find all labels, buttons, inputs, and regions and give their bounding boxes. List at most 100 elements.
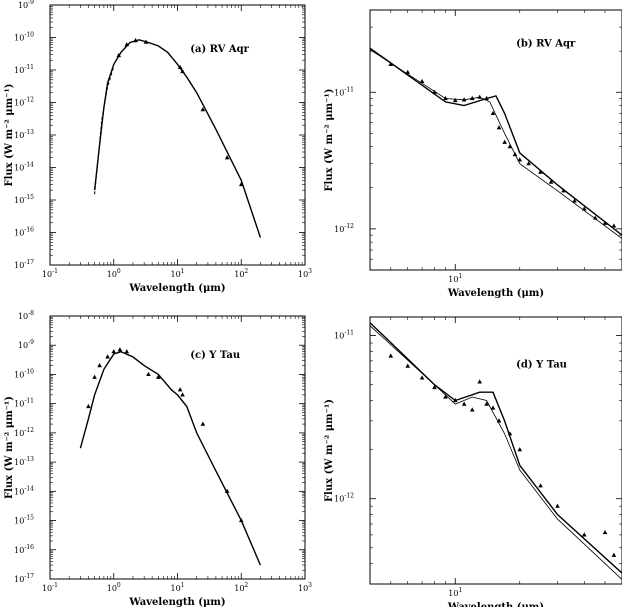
y-tick-label: 10-12	[14, 427, 34, 438]
data-marker	[561, 188, 566, 193]
y-tick-label: 10-10	[14, 32, 34, 43]
data-marker	[180, 68, 185, 74]
data-marker	[97, 363, 102, 368]
x-tick-label: 100	[107, 268, 121, 279]
data-marker	[200, 107, 206, 112]
y-tick-label: 10-8	[18, 310, 34, 321]
minor-ticks-c	[50, 316, 305, 579]
x-tick-label: 102	[234, 268, 248, 279]
data-marker	[405, 363, 411, 368]
y-tick-label: 10-11	[14, 64, 34, 75]
series-line-b-1	[370, 47, 622, 236]
y-tick-label: 10-16	[14, 544, 34, 555]
data-marker	[432, 89, 437, 94]
data-marker	[548, 179, 554, 184]
y-tick-label: 10-12	[14, 97, 34, 108]
x-axis-title: Wavelength (μm)	[447, 602, 544, 607]
data-marker	[388, 61, 394, 66]
data-marker	[538, 169, 543, 174]
panel-b: 101 10-12 10-11 Wavelength (μm) Flux (W m⁻² …	[324, 9, 622, 299]
plot-frame-d	[369, 316, 622, 585]
data-marker	[581, 532, 587, 537]
data-marker	[177, 64, 183, 70]
data-marker	[156, 374, 161, 379]
data-marker	[180, 392, 185, 397]
data-marker	[117, 347, 123, 352]
y-axis-title: Flux (W m⁻² μm⁻¹)	[4, 396, 15, 499]
data-marker	[133, 38, 138, 43]
data-marker	[469, 95, 475, 101]
data-marker	[517, 447, 523, 452]
panel-a: 10-1 100 101 102 103 10-17 10-16 10-15 10-14 10-1…	[4, 0, 312, 294]
data-marker	[143, 39, 149, 44]
data-marker	[224, 155, 230, 160]
data-marker	[477, 94, 482, 99]
data-marker	[602, 529, 608, 535]
series-line-d-2	[370, 325, 622, 580]
data-marker	[224, 488, 230, 493]
data-marker	[200, 421, 206, 426]
panel-label-b: (b) RV Aqr	[516, 38, 576, 49]
data-marker	[452, 97, 458, 103]
x-tick-label: 101	[448, 587, 462, 598]
data-marker	[124, 349, 130, 354]
data-marker	[146, 371, 151, 377]
x-tick-label: 100	[107, 582, 121, 593]
x-axis-title: Wavelength (μm)	[447, 288, 544, 299]
y-axis-title: Flux (W m⁻² μm⁻¹)	[324, 88, 335, 191]
data-marker	[490, 110, 496, 116]
data-marker	[388, 353, 394, 358]
data-marker	[238, 517, 244, 523]
x-tick-label: 103	[298, 582, 312, 593]
y-tick-label: 10-9	[18, 0, 34, 10]
y-tick-label: 10-17	[14, 573, 34, 584]
panel-label-a: (a) RV Aqr	[190, 44, 249, 55]
data-marker	[443, 95, 448, 101]
data-marker	[496, 125, 502, 130]
series-line-b-2	[370, 49, 622, 239]
data-marker	[452, 397, 458, 403]
data-marker	[86, 403, 91, 409]
data-marker	[507, 144, 513, 149]
data-marker	[469, 407, 475, 412]
data-marker	[490, 405, 496, 410]
data-marker	[461, 97, 467, 102]
data-marker	[496, 418, 502, 423]
y-tick-label: 10-17	[14, 259, 34, 270]
data-marker	[611, 552, 617, 557]
data-marker	[405, 69, 411, 74]
data-marker	[116, 52, 122, 58]
series-line-a-2	[94, 66, 115, 195]
data-marker	[419, 78, 425, 84]
data-marker	[611, 223, 617, 228]
series-line-a-1	[93, 39, 262, 238]
data-marker	[419, 375, 425, 380]
data-marker	[484, 401, 489, 406]
x-tick-label: 102	[234, 582, 248, 593]
plot-frame-c	[49, 315, 306, 580]
x-tick-label: 101	[170, 268, 184, 279]
minor-ticks-a	[50, 5, 305, 265]
data-marker	[177, 387, 183, 392]
data-marker	[602, 220, 608, 225]
data-marker	[517, 157, 523, 162]
x-tick-label: 101	[170, 582, 184, 593]
data-marker	[512, 151, 518, 157]
data-marker	[538, 483, 543, 488]
panel-label-d: (d) Y Tau	[516, 360, 567, 371]
series-line-d-1	[370, 322, 622, 574]
y-tick-label: 10-11	[334, 86, 354, 97]
data-marker	[581, 206, 587, 211]
plot-frame-a	[49, 4, 306, 266]
data-marker	[507, 431, 513, 436]
y-tick-label: 10-13	[14, 456, 34, 467]
panel-c: 10-1 100 101 102 103 10-17 10-16 10-15 10-14 10-1…	[4, 310, 312, 607]
data-marker	[92, 374, 97, 379]
data-marker	[484, 95, 489, 101]
data-marker	[105, 354, 110, 359]
series-line-c-1	[79, 350, 262, 566]
x-tick-label: 103	[298, 268, 312, 279]
y-tick-label: 10-14	[14, 485, 34, 496]
y-tick-label: 10-13	[14, 129, 34, 140]
